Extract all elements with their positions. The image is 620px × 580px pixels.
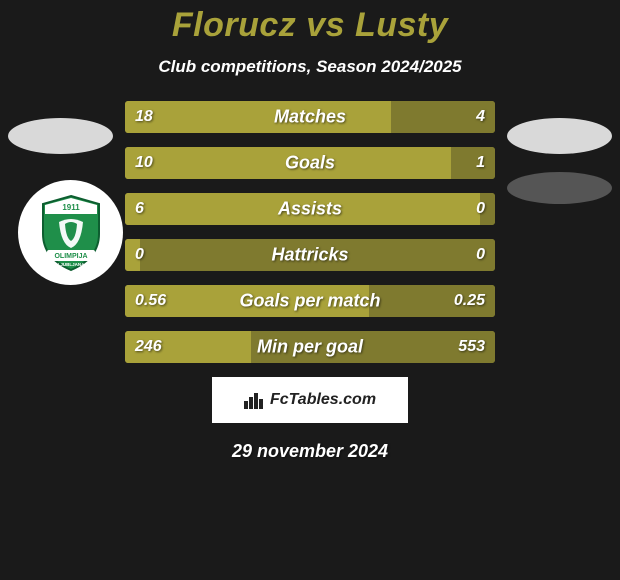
player-slot-right: [507, 118, 612, 154]
club-shield-icon: 1911 OLIMPIJA LJUBLJANA: [39, 194, 103, 272]
metric-label: Goals per match: [125, 291, 495, 312]
page-title: Florucz vs Lusty: [0, 6, 620, 45]
brand-bars-icon: [244, 391, 266, 409]
date-text: 29 november 2024: [0, 441, 620, 462]
metric-label: Hattricks: [125, 245, 495, 266]
shield-text: OLIMPIJA: [54, 253, 87, 260]
player-slot-right-shadow: [507, 172, 612, 204]
stat-row: 184Matches: [125, 101, 495, 133]
metric-label: Goals: [125, 153, 495, 174]
club-badge: 1911 OLIMPIJA LJUBLJANA: [18, 180, 123, 285]
stat-row: 60Assists: [125, 193, 495, 225]
shield-year: 1911: [62, 203, 80, 212]
metric-label: Min per goal: [125, 337, 495, 358]
stat-row: 101Goals: [125, 147, 495, 179]
stat-rows: 184Matches 101Goals 60Assists 00Hattricks 0.…: [125, 101, 495, 363]
brand-badge: FcTables.com: [212, 377, 408, 423]
stat-row: 0.560.25Goals per match: [125, 285, 495, 317]
subtitle: Club competitions, Season 2024/2025: [0, 57, 620, 77]
stat-row: 246553Min per goal: [125, 331, 495, 363]
shield-subtext: LJUBLJANA: [57, 262, 85, 267]
stat-row: 00Hattricks: [125, 239, 495, 271]
player-slot-left: [8, 118, 113, 154]
comparison-infographic: Florucz vs Lusty Club competitions, Seas…: [0, 0, 620, 580]
metric-label: Matches: [125, 107, 495, 128]
brand-text: FcTables.com: [270, 391, 376, 409]
metric-label: Assists: [125, 199, 495, 220]
